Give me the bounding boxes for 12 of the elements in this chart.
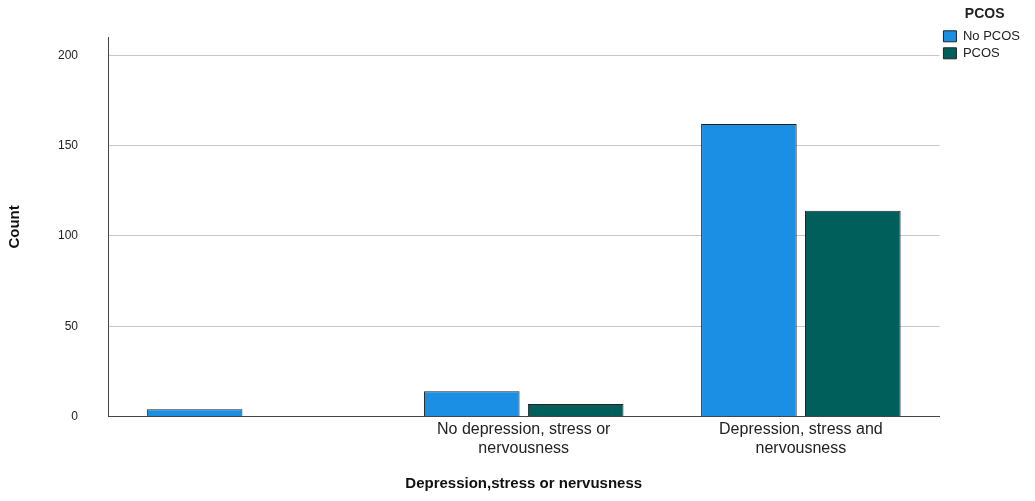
y-tick-label: 100 <box>57 228 79 243</box>
y-tick-label: 50 <box>64 318 79 333</box>
legend-label: No PCOS <box>962 27 1021 43</box>
y-tick-label: 200 <box>57 47 79 62</box>
x-tick-label: No depression, stress or nervousness <box>437 419 612 456</box>
x-tick-label: Depression, stress and nervousness <box>719 419 883 456</box>
y-tick-label: 150 <box>57 137 79 152</box>
legend-title: PCOS <box>964 4 1005 21</box>
y-axis-title: Count <box>5 205 23 249</box>
legend-label: PCOS <box>962 44 1001 60</box>
x-axis-title: Depression,stress or nervusness <box>405 474 643 492</box>
y-tick-label: 0 <box>71 408 79 423</box>
